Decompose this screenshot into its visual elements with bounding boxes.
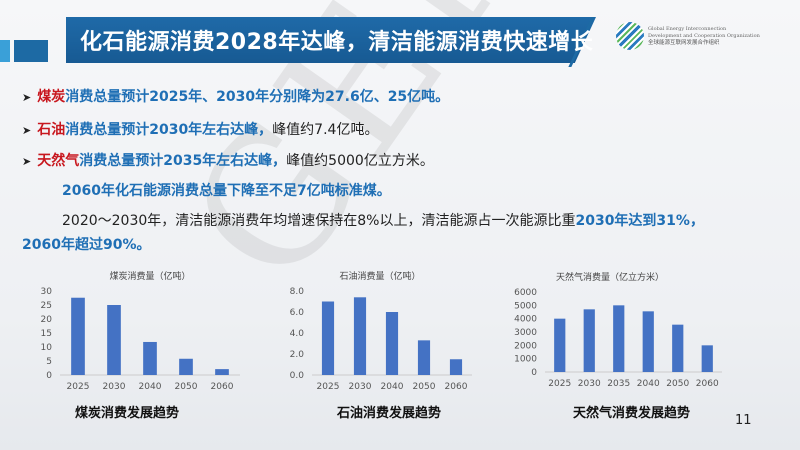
y-tick-label: 25 [41, 301, 52, 311]
x-tick-label: 2060 [211, 382, 234, 392]
bar-2025 [554, 318, 566, 372]
y-tick-label: 5 [46, 357, 52, 367]
bar-2030 [353, 297, 367, 375]
bullet-text: 消费总量预计2030年左右达峰， [65, 122, 273, 138]
bar-2030 [583, 309, 595, 372]
header-decoration [0, 40, 10, 62]
bullet-text: 消费总量预计2025年、2030年分别降为27.6亿、25亿吨。 [65, 89, 450, 105]
bar-2040 [642, 311, 654, 372]
chart-caption-gas: 天然气消费发展趋势 [573, 406, 691, 421]
bar-2030 [107, 305, 121, 375]
y-tick-label: 6000 [514, 288, 537, 298]
x-tick-label: 2025 [317, 382, 340, 392]
y-tick-label: 4000 [514, 315, 537, 325]
x-tick-label: 2050 [175, 382, 198, 392]
y-tick-label: 10 [41, 343, 53, 353]
logo-text: Global Energy Interconnection Developmen… [648, 26, 760, 47]
bar-2060 [215, 369, 229, 375]
arrow-bullet-icon: ➤ [22, 91, 32, 104]
logo-cn: 全球能源互联网发展合作组织 [648, 40, 720, 46]
y-tick-label: 8.0 [290, 287, 305, 297]
bar-2025 [71, 297, 85, 375]
arrow-bullet-icon: ➤ [22, 155, 32, 168]
y-tick-label: 0 [531, 368, 537, 378]
y-tick-label: 30 [41, 287, 53, 297]
y-tick-label: 5000 [514, 301, 537, 311]
y-tick-label: 0 [46, 371, 52, 381]
x-tick-label: 2050 [413, 382, 436, 392]
bar-2060 [449, 359, 463, 375]
summary-text: 2060年化石能源消费总量下降至不足7亿吨标准煤。 [62, 183, 391, 199]
paragraph-bold: 2060年超过90%。 [22, 237, 151, 253]
x-tick-label: 2030 [578, 379, 601, 389]
chart-title: 天然气消费量（亿立方米） [556, 271, 664, 283]
bullet-text: 消费总量预计2035年左右达峰， [79, 153, 287, 169]
y-tick-label: 1000 [514, 355, 537, 365]
header-decoration [14, 40, 48, 62]
arrow-bullet-icon: ➤ [22, 124, 32, 137]
y-tick-label: 15 [41, 329, 52, 339]
bullet-highlight: 石油 [37, 122, 66, 138]
bar-2060 [701, 345, 713, 372]
y-tick-label: 20 [41, 315, 53, 325]
x-tick-label: 2035 [607, 379, 630, 389]
page-title: 化石能源消费2028年达峰，清洁能源消费快速增长 [80, 30, 594, 55]
bullet-plain: 峰值约5000亿立方米。 [286, 153, 434, 169]
chart-title: 煤炭消费量（亿吨） [109, 270, 190, 282]
chart-title: 石油消费量（亿吨） [339, 270, 420, 282]
chart-caption-oil: 石油消费发展趋势 [337, 406, 442, 421]
bullet-oil: ➤ 石油消费总量预计2030年左右达峰，峰值约7.4亿吨。 [22, 119, 378, 139]
x-tick-label: 2060 [445, 382, 468, 392]
title-banner [66, 17, 596, 63]
y-tick-label: 0.0 [290, 371, 305, 381]
bullet-highlight: 天然气 [37, 153, 80, 169]
x-tick-label: 2050 [666, 379, 689, 389]
y-tick-label: 4.0 [290, 329, 305, 339]
geidco-logo-icon [616, 22, 644, 50]
bar-2025 [321, 301, 335, 375]
page-number: 11 [735, 413, 752, 428]
bar-2050 [417, 340, 431, 375]
logo-en-2: Development and Cooperation Organization [648, 33, 760, 39]
bullet-gas: ➤ 天然气消费总量预计2035年左右达峰，峰值约5000亿立方米。 [22, 150, 434, 170]
bar-2040 [385, 312, 399, 375]
y-tick-label: 6.0 [290, 308, 305, 318]
bar-2050 [179, 358, 193, 375]
chart-caption-coal: 煤炭消费发展趋势 [75, 406, 180, 421]
paragraph: 2020～2030年，清洁能源消费年均增速保持在8%以上，清洁能源占一次能源比重… [62, 210, 704, 230]
y-tick-label: 3000 [514, 328, 537, 338]
bar-2040 [143, 341, 157, 375]
x-tick-label: 2030 [349, 382, 372, 392]
bullet-plain: 峰值约7.4亿吨。 [272, 122, 379, 138]
y-tick-label: 2.0 [290, 350, 305, 360]
bullet-coal: ➤ 煤炭消费总量预计2025年、2030年分别降为27.6亿、25亿吨。 [22, 86, 449, 106]
paragraph-cont: 2060年超过90%。 [22, 234, 150, 254]
x-tick-label: 2040 [381, 382, 404, 392]
x-tick-label: 2025 [67, 382, 90, 392]
bullet-highlight: 煤炭 [37, 89, 66, 105]
paragraph-plain: 2020～2030年，清洁能源消费年均增速保持在8%以上，清洁能源占一次能源比重 [62, 213, 576, 229]
x-tick-label: 2040 [637, 379, 660, 389]
x-tick-label: 2030 [103, 382, 126, 392]
bar-2050 [672, 324, 684, 372]
x-tick-label: 2025 [548, 379, 571, 389]
y-tick-label: 2000 [514, 341, 537, 351]
logo-en-1: Global Energy Interconnection [648, 26, 727, 32]
bar-2035 [613, 305, 625, 372]
paragraph-bold: 2030年达到31%， [575, 213, 704, 229]
x-tick-label: 2060 [696, 379, 719, 389]
x-tick-label: 2040 [139, 382, 162, 392]
